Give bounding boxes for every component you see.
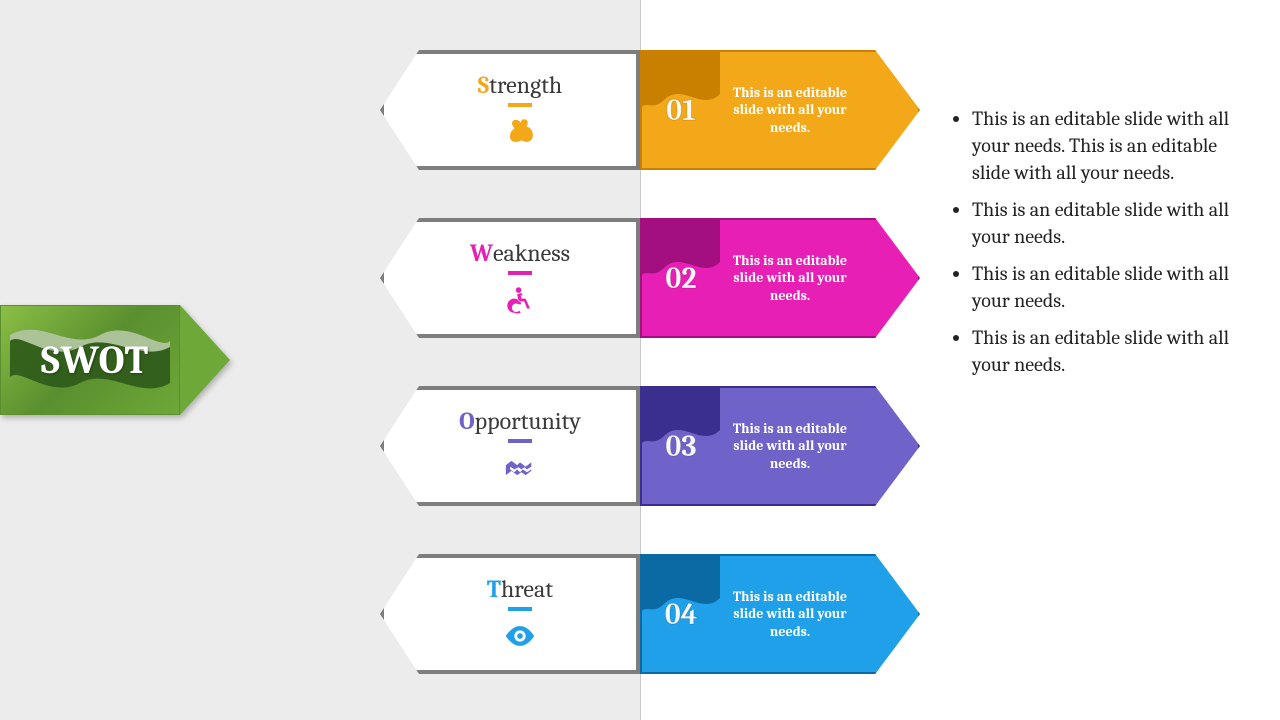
arrow-opportunity: 03 This is an editable slide with all you… (640, 386, 920, 506)
row-strength: Strength 01 This is an editable slide with… (380, 40, 920, 180)
number-text: 04 (665, 597, 698, 632)
row-opportunity: Opportunity 03 This is an editable slide w… (380, 376, 920, 516)
label-underline (508, 607, 532, 611)
number-wrap: 01 (642, 52, 720, 168)
number-text: 01 (666, 93, 696, 128)
eye-icon (503, 619, 537, 653)
label-title-strength: Strength (478, 71, 562, 99)
row-weakness: Weakness 02 This is an editable slide with… (380, 208, 920, 348)
wheelchair-icon (503, 283, 537, 317)
label-weakness: Weakness (380, 218, 640, 338)
bullet-ul: This is an editable slide with all your … (950, 105, 1250, 378)
label-threat: Threat (380, 554, 640, 674)
label-opportunity: Opportunity (380, 386, 640, 506)
label-title-opportunity: Opportunity (459, 407, 581, 435)
bullet-list: This is an editable slide with all your … (950, 105, 1250, 388)
number-wrap: 02 (642, 220, 720, 336)
row-threat: Threat 04 This is an editable slide with a… (380, 544, 920, 684)
number-text: 03 (665, 429, 696, 464)
label-title-threat: Threat (487, 575, 553, 603)
arrow-strength: 01 This is an editable slide with all you… (640, 50, 920, 170)
arrow-desc: This is an editable slide with all your … (720, 84, 870, 137)
swot-badge: SWOT (0, 305, 230, 415)
bicep-icon (503, 115, 537, 149)
label-underline (508, 439, 532, 443)
bullet-item: This is an editable slide with all your … (972, 260, 1250, 314)
label-underline (508, 103, 532, 107)
bullet-item: This is an editable slide with all your … (972, 196, 1250, 250)
swot-rows: Strength 01 This is an editable slide with… (380, 40, 920, 712)
label-strength: Strength (380, 50, 640, 170)
arrow-desc: This is an editable slide with all your … (720, 252, 870, 305)
number-wrap: 03 (642, 388, 720, 504)
arrow-desc: This is an editable slide with all your … (720, 420, 870, 473)
number-text: 02 (665, 261, 696, 296)
bullet-item: This is an editable slide with all your … (972, 105, 1250, 186)
handshake-icon (503, 451, 537, 485)
swot-text: SWOT (0, 305, 190, 415)
arrow-threat: 04 This is an editable slide with all you… (640, 554, 920, 674)
label-underline (508, 271, 532, 275)
label-title-weakness: Weakness (470, 239, 570, 267)
arrow-desc: This is an editable slide with all your … (720, 588, 870, 641)
arrow-weakness: 02 This is an editable slide with all you… (640, 218, 920, 338)
number-wrap: 04 (642, 556, 720, 672)
bullet-item: This is an editable slide with all your … (972, 324, 1250, 378)
